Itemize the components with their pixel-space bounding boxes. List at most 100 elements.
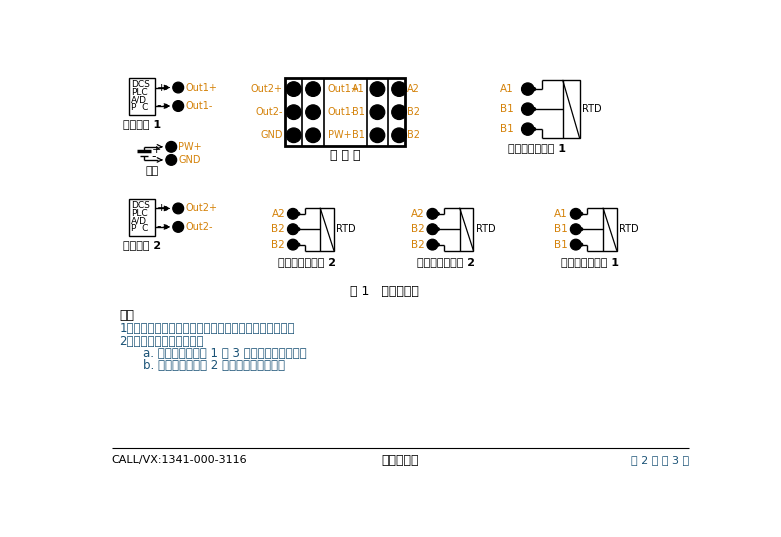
Circle shape bbox=[297, 228, 300, 230]
Text: RTD: RTD bbox=[476, 224, 495, 234]
Circle shape bbox=[173, 222, 184, 233]
Text: PLC: PLC bbox=[131, 88, 148, 97]
Text: ⑩: ⑩ bbox=[428, 209, 437, 219]
Circle shape bbox=[570, 224, 581, 235]
Text: B2: B2 bbox=[407, 130, 420, 140]
Text: ②: ② bbox=[289, 107, 298, 117]
Text: Out1+: Out1+ bbox=[185, 83, 217, 92]
Text: B2: B2 bbox=[411, 224, 425, 234]
Text: P  C: P C bbox=[131, 224, 148, 233]
Circle shape bbox=[297, 243, 300, 246]
Text: ⑤: ⑤ bbox=[308, 107, 318, 117]
Text: PW+: PW+ bbox=[178, 142, 201, 152]
Text: A1: A1 bbox=[555, 209, 568, 219]
Text: ⑫: ⑫ bbox=[430, 240, 435, 250]
Text: -: - bbox=[152, 150, 156, 163]
Text: ④: ④ bbox=[174, 83, 183, 92]
Text: 两线热电阵输入 2: 两线热电阵输入 2 bbox=[278, 257, 336, 266]
Text: 信号输出 1: 信号输出 1 bbox=[123, 120, 161, 129]
Circle shape bbox=[392, 105, 406, 120]
Text: ⑧: ⑧ bbox=[572, 224, 580, 234]
Text: 电源: 电源 bbox=[145, 166, 159, 176]
Text: -: - bbox=[156, 220, 161, 234]
Text: A1: A1 bbox=[352, 84, 365, 94]
Circle shape bbox=[287, 208, 298, 219]
Circle shape bbox=[533, 128, 536, 130]
Text: ⑪: ⑪ bbox=[396, 107, 402, 117]
Circle shape bbox=[305, 105, 320, 120]
Bar bbox=[285, 78, 405, 146]
Text: B1: B1 bbox=[352, 107, 365, 117]
Text: +: + bbox=[152, 145, 161, 155]
Circle shape bbox=[370, 82, 385, 97]
Text: ⑥: ⑥ bbox=[167, 142, 176, 152]
Text: ③: ③ bbox=[167, 155, 176, 165]
Circle shape bbox=[166, 141, 177, 152]
Bar bbox=[603, 208, 617, 251]
Bar bbox=[459, 208, 473, 251]
Text: B1: B1 bbox=[500, 124, 514, 134]
Circle shape bbox=[392, 82, 406, 97]
Text: 三线热电阵输入 1: 三线热电阵输入 1 bbox=[508, 143, 566, 153]
Circle shape bbox=[580, 243, 583, 246]
Text: ②: ② bbox=[174, 222, 183, 232]
Text: B1: B1 bbox=[555, 224, 568, 234]
Circle shape bbox=[392, 128, 406, 143]
Text: +: + bbox=[156, 204, 166, 213]
Circle shape bbox=[287, 105, 301, 120]
Text: ①: ① bbox=[174, 204, 183, 213]
Text: ⑪: ⑪ bbox=[430, 224, 435, 234]
Text: Out1-: Out1- bbox=[328, 107, 355, 117]
Text: ⑩: ⑩ bbox=[394, 84, 404, 94]
Text: B2: B2 bbox=[272, 240, 285, 250]
Circle shape bbox=[173, 82, 184, 93]
Circle shape bbox=[427, 239, 438, 250]
Circle shape bbox=[164, 105, 167, 107]
Circle shape bbox=[533, 107, 536, 111]
Text: ⑦: ⑦ bbox=[523, 84, 533, 94]
Text: RTD: RTD bbox=[582, 104, 601, 114]
Text: B1: B1 bbox=[555, 240, 568, 250]
Text: PW+: PW+ bbox=[328, 130, 351, 140]
Bar bbox=[129, 78, 155, 115]
Text: GND: GND bbox=[260, 130, 283, 140]
Circle shape bbox=[164, 86, 167, 89]
Text: A2: A2 bbox=[272, 209, 285, 219]
Bar bbox=[129, 199, 155, 236]
Text: ⑧: ⑧ bbox=[373, 107, 383, 117]
Text: ⑤: ⑤ bbox=[174, 101, 183, 111]
Circle shape bbox=[305, 82, 320, 97]
Circle shape bbox=[437, 243, 439, 246]
Text: ⑨: ⑨ bbox=[373, 130, 383, 140]
Bar bbox=[320, 208, 334, 251]
Text: ⑪: ⑪ bbox=[290, 224, 296, 234]
Circle shape bbox=[522, 103, 534, 115]
Text: 第 2 页 共 3 页: 第 2 页 共 3 页 bbox=[631, 455, 689, 465]
Text: ⑫: ⑫ bbox=[290, 240, 296, 250]
Circle shape bbox=[427, 224, 438, 235]
Circle shape bbox=[287, 239, 298, 250]
Circle shape bbox=[164, 207, 167, 210]
Circle shape bbox=[287, 82, 301, 97]
Text: ⑦: ⑦ bbox=[572, 209, 580, 219]
Text: DCS: DCS bbox=[131, 80, 150, 89]
Text: -: - bbox=[156, 99, 161, 113]
Circle shape bbox=[437, 228, 439, 230]
Text: ⑦: ⑦ bbox=[373, 84, 383, 94]
Text: ⑨: ⑨ bbox=[572, 240, 580, 250]
Text: ③: ③ bbox=[289, 130, 298, 140]
Text: ⑨: ⑨ bbox=[523, 124, 533, 134]
Text: 2、三线热电阵断线检测：: 2、三线热电阵断线检测： bbox=[119, 335, 204, 348]
Text: CALL/VX:1341-000-3116: CALL/VX:1341-000-3116 bbox=[112, 455, 248, 465]
Text: B2: B2 bbox=[411, 240, 425, 250]
Circle shape bbox=[522, 123, 534, 135]
Text: PLC: PLC bbox=[131, 208, 148, 217]
Text: b. 输出最小值：与 2 脚相连的导线断线。: b. 输出最小值：与 2 脚相连的导线断线。 bbox=[143, 359, 284, 372]
Circle shape bbox=[570, 208, 581, 219]
Circle shape bbox=[437, 213, 439, 215]
Text: A/D: A/D bbox=[131, 96, 147, 104]
Text: ⑩: ⑩ bbox=[288, 209, 298, 219]
Circle shape bbox=[522, 83, 534, 95]
Circle shape bbox=[570, 239, 581, 250]
Text: Out2-: Out2- bbox=[185, 222, 212, 232]
